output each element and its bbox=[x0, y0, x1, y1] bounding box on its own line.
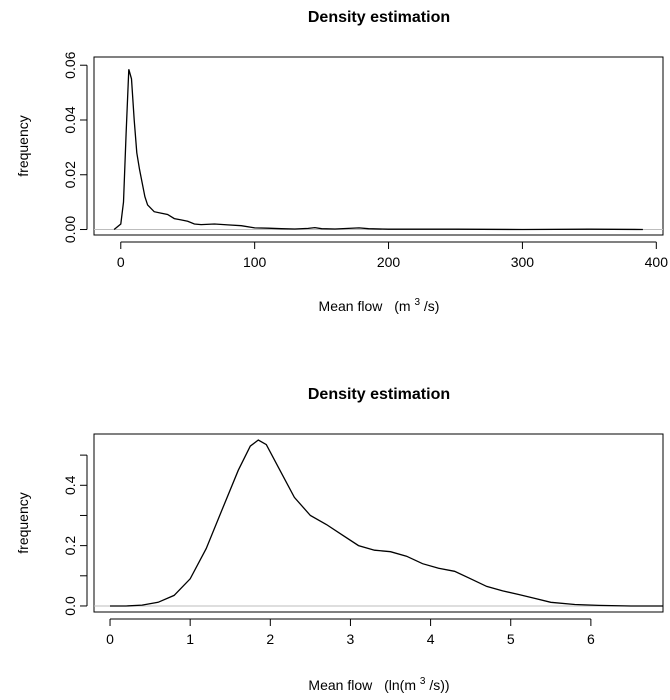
chart-bottom-title: Density estimation bbox=[308, 386, 450, 403]
chart-top: Density estimation 0.00 0.02 0.04 0.06 0 100… bbox=[15, 9, 668, 314]
chart-top-y-label: frequency bbox=[15, 115, 31, 176]
x-tick-label: 100 bbox=[243, 254, 267, 270]
x-tick-label: 1 bbox=[186, 631, 194, 647]
x-tick-label: 200 bbox=[377, 254, 401, 270]
chart-bottom-y-label: frequency bbox=[15, 492, 31, 553]
x-label-text: Mean flow bbox=[319, 298, 384, 314]
chart-bottom-x-axis: 0 1 2 3 4 5 6 bbox=[106, 618, 595, 647]
x-tick-label: 0 bbox=[117, 254, 125, 270]
x-tick-label: 3 bbox=[347, 631, 355, 647]
chart-bottom-y-axis: 0.0 0.2 0.4 bbox=[62, 454, 88, 616]
chart-top-title: Density estimation bbox=[308, 9, 450, 26]
chart-top-plot-frame bbox=[93, 56, 664, 236]
x-label-unit-post: /s) bbox=[424, 298, 440, 314]
x-label-unit-pre: (ln(m bbox=[384, 677, 416, 693]
chart-top-x-axis: 0 100 200 300 400 bbox=[117, 241, 669, 270]
y-tick-label: 0.02 bbox=[62, 161, 78, 188]
x-tick-label: 6 bbox=[587, 631, 595, 647]
density-curve bbox=[110, 439, 663, 607]
x-label-unit-sup: 3 bbox=[420, 676, 426, 687]
x-tick-label: 300 bbox=[511, 254, 535, 270]
chart-bottom: Density estimation 0.0 0.2 0.4 0 1 2 3 4 5 6 fre… bbox=[15, 386, 664, 693]
x-tick-label: 0 bbox=[106, 631, 114, 647]
x-tick-label: 2 bbox=[266, 631, 274, 647]
chart-top-plot-area bbox=[94, 69, 663, 231]
density-curve bbox=[113, 69, 643, 231]
x-label-text: Mean flow bbox=[308, 677, 373, 693]
x-tick-label: 4 bbox=[427, 631, 435, 647]
chart-top-y-axis: 0.00 0.02 0.04 0.06 bbox=[62, 51, 88, 243]
chart-bottom-x-label: Mean flow (ln(m 3 /s)) bbox=[308, 671, 449, 693]
y-tick-label: 0.0 bbox=[62, 596, 78, 616]
x-label-unit-pre: (m bbox=[394, 298, 410, 314]
x-tick-label: 5 bbox=[507, 631, 515, 647]
y-tick-label: 0.2 bbox=[62, 536, 78, 556]
chart-top-x-label: Mean flow (m 3 /s) bbox=[319, 292, 440, 314]
chart-bottom-plot-frame bbox=[93, 433, 664, 613]
chart-bottom-plot-area bbox=[94, 439, 663, 607]
x-label-unit-post: /s)) bbox=[429, 677, 449, 693]
y-tick-label: 0.04 bbox=[62, 106, 78, 133]
y-tick-label: 0.4 bbox=[62, 475, 78, 495]
y-tick-label: 0.00 bbox=[62, 216, 78, 243]
x-tick-label: 400 bbox=[645, 254, 669, 270]
y-tick-label: 0.06 bbox=[62, 51, 78, 78]
x-label-unit-sup: 3 bbox=[414, 297, 420, 308]
